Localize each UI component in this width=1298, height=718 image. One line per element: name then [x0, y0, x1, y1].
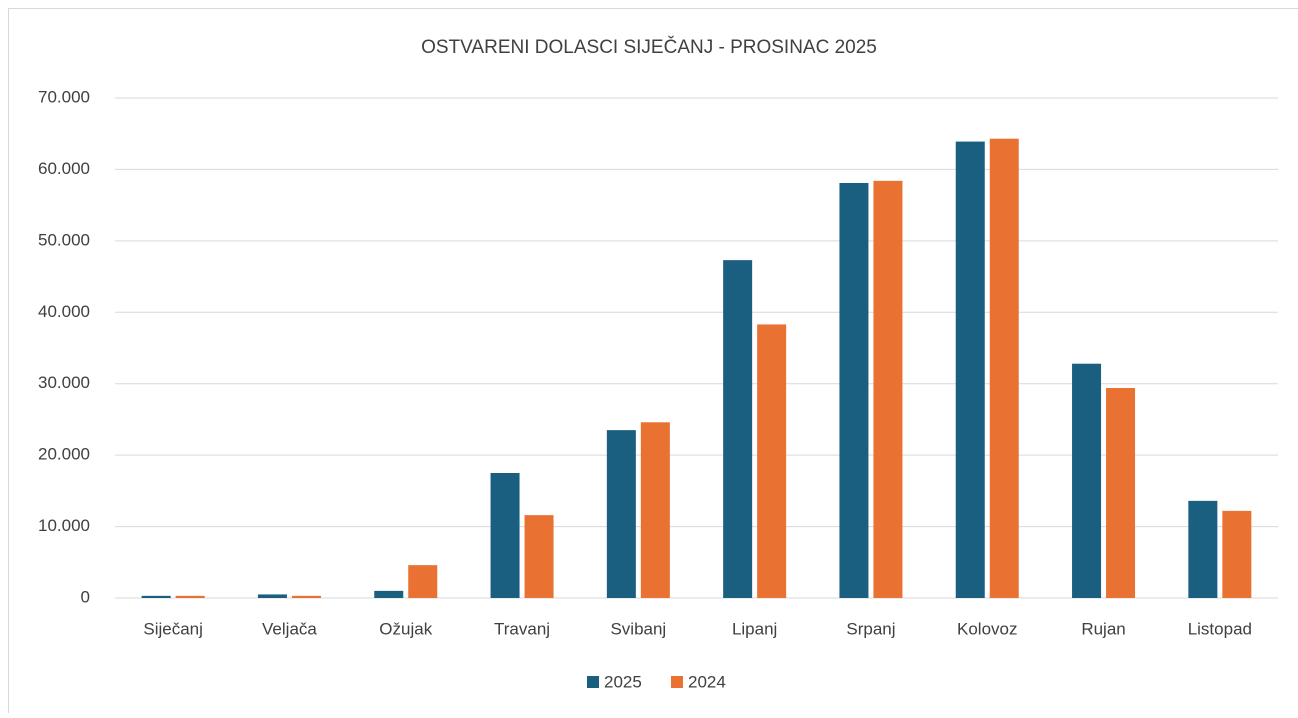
- legend-swatch: [671, 676, 683, 688]
- chart-border: [9, 9, 1298, 714]
- bar: [641, 422, 670, 598]
- x-tick-label: Kolovoz: [957, 619, 1017, 638]
- x-tick-label: Siječanj: [143, 619, 203, 638]
- bar: [491, 473, 520, 598]
- bar: [607, 430, 636, 598]
- bar: [292, 596, 321, 598]
- x-tick-label: Svibanj: [610, 619, 666, 638]
- y-tick-label: 70.000: [38, 87, 90, 106]
- bar: [956, 142, 985, 598]
- bar: [142, 596, 171, 598]
- legend-label: 2025: [604, 672, 642, 691]
- y-tick-label: 0: [81, 587, 90, 606]
- bar: [723, 260, 752, 598]
- bar: [990, 139, 1019, 598]
- y-tick-label: 10.000: [38, 516, 90, 535]
- y-tick-label: 30.000: [38, 373, 90, 392]
- bar: [1072, 364, 1101, 598]
- bar: [839, 183, 868, 598]
- legend-swatch: [587, 676, 599, 688]
- x-tick-label: Listopad: [1188, 619, 1252, 638]
- chart-title: OSTVARENI DOLASCI SIJEČANJ - PROSINAC 20…: [421, 36, 877, 58]
- bar: [1188, 501, 1217, 598]
- y-tick-label: 20.000: [38, 445, 90, 464]
- bar: [176, 596, 205, 598]
- bar: [374, 591, 403, 598]
- bar: [1222, 511, 1251, 598]
- bar: [258, 594, 287, 598]
- y-tick-label: 40.000: [38, 302, 90, 321]
- y-tick-label: 50.000: [38, 230, 90, 249]
- x-tick-label: Rujan: [1081, 619, 1125, 638]
- bar: [873, 181, 902, 598]
- legend-label: 2024: [688, 672, 726, 691]
- bar: [408, 565, 437, 598]
- x-tick-label: Srpanj: [846, 619, 895, 638]
- x-tick-label: Travanj: [494, 619, 550, 638]
- x-tick-label: Ožujak: [379, 619, 432, 638]
- bar: [525, 515, 554, 598]
- x-tick-label: Lipanj: [732, 619, 777, 638]
- y-tick-label: 60.000: [38, 159, 90, 178]
- bar: [1106, 388, 1135, 598]
- x-tick-label: Veljača: [262, 619, 317, 638]
- bar: [757, 324, 786, 598]
